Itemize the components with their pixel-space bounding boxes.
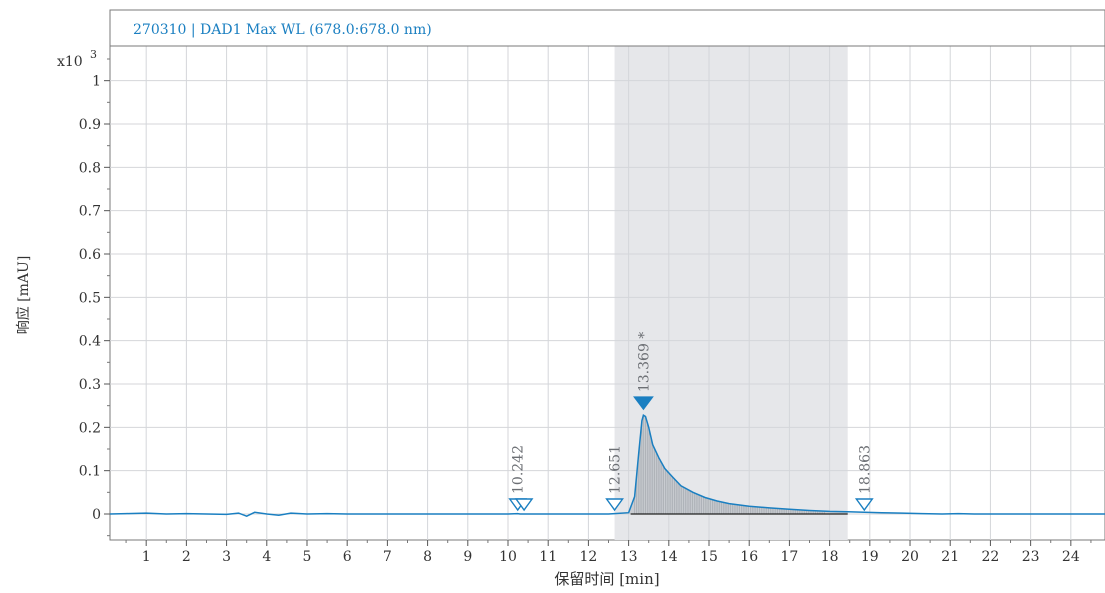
x-tick-label: 5 — [303, 549, 312, 565]
x-tick-label: 8 — [423, 549, 432, 565]
x-tick-label: 10 — [499, 549, 517, 565]
y-tick-label: 0.4 — [79, 334, 101, 350]
grid — [110, 46, 1105, 540]
x-tick-label: 19 — [861, 549, 879, 565]
y-axis-title: 响应 [mAU] — [15, 256, 32, 335]
y-tick-label: 0.8 — [79, 160, 101, 176]
y-tick-label: 0.5 — [79, 290, 101, 306]
x-tick-label: 17 — [781, 549, 799, 565]
x-tick-label: 7 — [383, 549, 392, 565]
chart-title: 270310 | DAD1 Max WL (678.0:678.0 nm) — [133, 22, 432, 38]
x-axis-title: 保留时间 [min] — [554, 570, 659, 588]
x-tick-label: 14 — [660, 549, 678, 565]
y-multiplier-exponent: 3 — [90, 48, 97, 61]
plot-frame — [109, 9, 1105, 541]
x-tick-label: 9 — [463, 549, 472, 565]
peak-marker-label: 13.369 * — [636, 332, 652, 392]
title-bar — [109, 9, 1105, 47]
peak-marker-triangle — [605, 498, 624, 512]
y-tick-label: 0 — [92, 507, 101, 523]
x-tick-label: 6 — [343, 549, 352, 565]
x-tick-label: 22 — [982, 549, 1000, 565]
x-tick-label: 15 — [700, 549, 718, 565]
x-tick-label: 12 — [579, 549, 597, 565]
x-tick-label: 16 — [740, 549, 758, 565]
x-tick-label: 4 — [262, 549, 271, 565]
x-tick-label: 23 — [1022, 549, 1040, 565]
x-tick-label: 24 — [1062, 549, 1080, 565]
y-tick-label: 0.3 — [79, 377, 101, 393]
peak-marker-label: 10.242 — [511, 445, 527, 494]
x-tick-label: 20 — [901, 549, 919, 565]
x-tick-label: 18 — [821, 549, 839, 565]
y-tick-label: 1 — [92, 74, 101, 90]
y-tick-label: 0.9 — [79, 117, 101, 133]
x-tick-label: 3 — [222, 549, 231, 565]
peak-marker-triangle — [854, 498, 874, 512]
axes: 1 2 3 4 5 6 7 8 9 10 11 12 13 14 15 16 17 18 19 20 21 22 23 240… — [79, 58, 1092, 565]
signal-trace — [109, 414, 1105, 518]
peak-marker-triangle — [514, 498, 534, 512]
peak-marker-label: 12.651 — [608, 445, 624, 494]
y-multiplier: x10 — [57, 54, 83, 70]
peak-marker-triangle — [633, 396, 654, 411]
y-tick-label: 0.2 — [79, 420, 101, 436]
y-tick-label: 0.7 — [79, 204, 101, 220]
peak-markers: 10.242 12.651 13.369 * 18.863 — [508, 332, 874, 512]
x-tick-label: 1 — [142, 549, 151, 565]
x-tick-label: 2 — [182, 549, 191, 565]
peak-marker-label: 18.863 — [857, 445, 873, 494]
y-tick-label: 0.1 — [79, 464, 101, 480]
y-tick-label: 0.6 — [79, 247, 101, 263]
x-tick-label: 11 — [539, 549, 557, 565]
peak-hatch — [634, 415, 825, 514]
x-tick-label: 21 — [941, 549, 959, 565]
x-tick-label: 13 — [620, 549, 638, 565]
